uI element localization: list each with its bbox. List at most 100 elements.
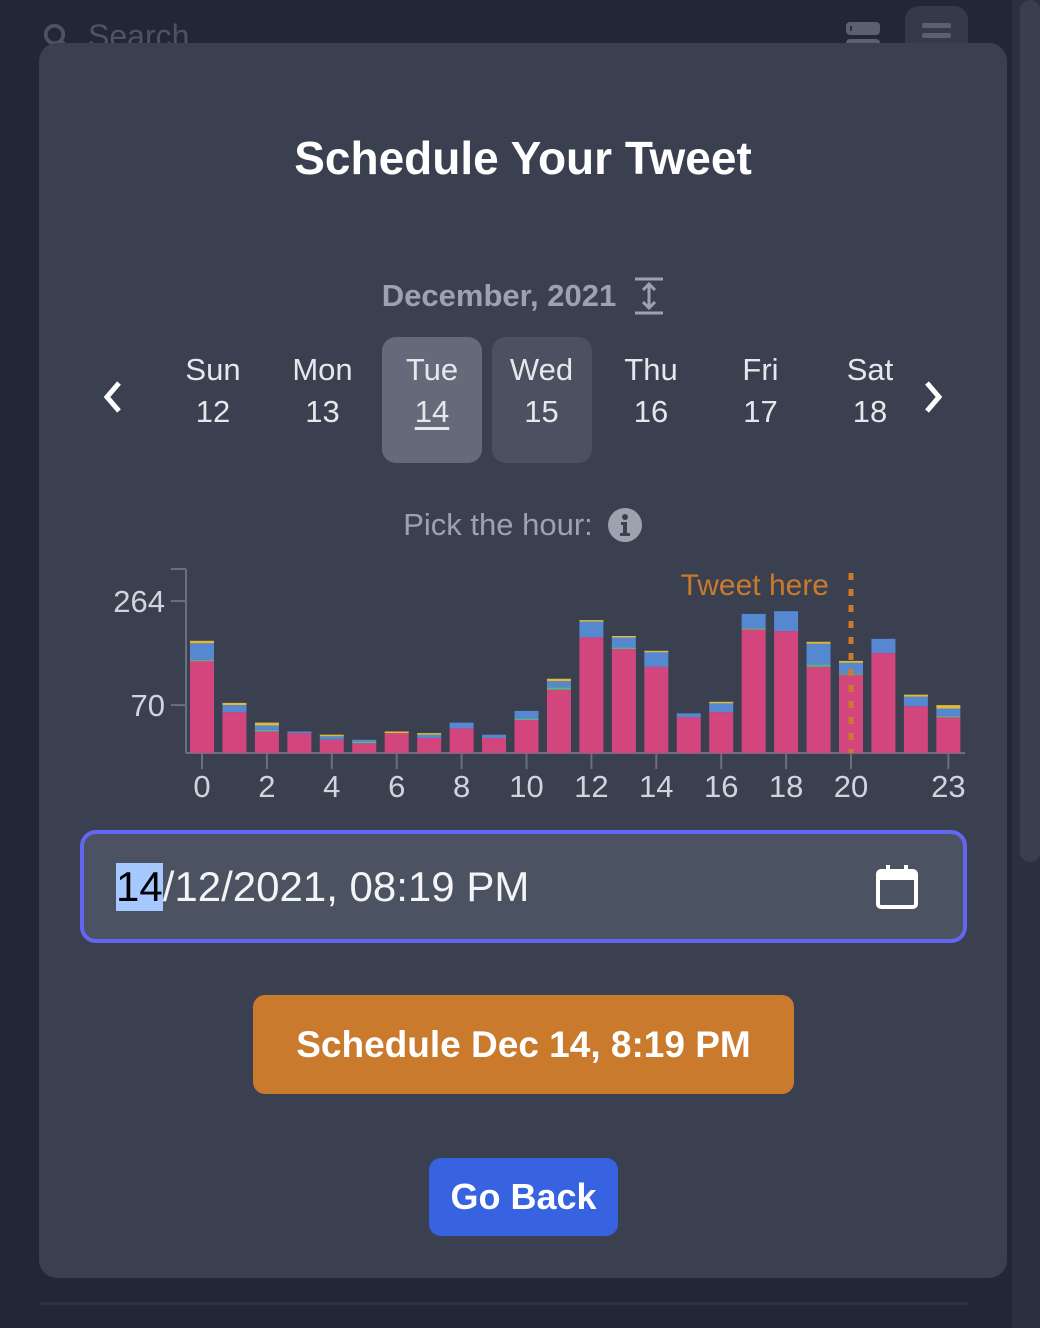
bar-segment-0[interactable] — [579, 637, 604, 753]
bar-segment-2[interactable] — [254, 725, 279, 730]
bar-hour-10[interactable] — [514, 710, 539, 753]
bar-segment-1[interactable] — [936, 715, 961, 718]
page-scrollbar[interactable] — [1012, 0, 1040, 1328]
datetime-rest[interactable]: /12/2021, 08:19 PM — [162, 862, 530, 910]
bar-segment-2[interactable] — [514, 710, 539, 719]
bar-segment-2[interactable] — [482, 734, 507, 739]
bar-segment-0[interactable] — [449, 728, 474, 753]
datetime-input[interactable]: 14/12/2021, 08:19 PM — [80, 830, 967, 943]
datetime-day-segment[interactable]: 14 — [116, 862, 163, 911]
bar-segment-2[interactable] — [644, 651, 669, 667]
bar-segment-3[interactable] — [319, 734, 344, 737]
bar-segment-0[interactable] — [546, 689, 571, 753]
bar-hour-18[interactable] — [774, 611, 799, 753]
bar-segment-1[interactable] — [741, 628, 766, 630]
bar-segment-3[interactable] — [417, 733, 442, 735]
bar-segment-2[interactable] — [871, 638, 896, 654]
bar-segment-1[interactable] — [190, 659, 214, 662]
bar-segment-1[interactable] — [514, 718, 539, 721]
day-sun[interactable]: Sun 12 — [163, 337, 263, 463]
bar-segment-3[interactable] — [806, 641, 831, 644]
next-week-button[interactable] — [913, 367, 953, 427]
bar-segment-3[interactable] — [190, 640, 214, 644]
bar-segment-3[interactable] — [384, 731, 409, 734]
day-fri[interactable]: Fri 17 — [711, 337, 811, 463]
expand-vertical-icon[interactable] — [634, 277, 664, 315]
bar-hour-13[interactable] — [611, 636, 636, 753]
schedule-button[interactable]: Schedule Dec 14, 8:19 PM — [253, 995, 794, 1094]
bar-segment-2[interactable] — [774, 611, 799, 632]
bar-hour-23[interactable] — [936, 705, 961, 753]
bar-segment-0[interactable] — [871, 653, 896, 753]
bar-segment-3[interactable] — [222, 702, 247, 706]
bar-segment-3[interactable] — [546, 678, 571, 682]
bar-segment-0[interactable] — [709, 712, 734, 753]
bar-segment-0[interactable] — [741, 628, 766, 753]
bar-segment-1[interactable] — [611, 647, 636, 649]
bar-segment-3[interactable] — [839, 660, 863, 663]
bar-segment-0[interactable] — [676, 717, 701, 753]
bar-hour-11[interactable] — [546, 678, 571, 753]
bar-hour-16[interactable] — [709, 701, 734, 753]
bar-segment-2[interactable] — [676, 713, 701, 718]
bar-hour-5[interactable] — [352, 739, 377, 753]
bar-hour-17[interactable] — [741, 613, 766, 753]
bar-hour-0[interactable] — [190, 640, 214, 753]
day-tue[interactable]: Tue 14 — [382, 337, 482, 463]
bar-segment-0[interactable] — [352, 743, 377, 753]
bar-segment-1[interactable] — [546, 687, 571, 690]
bar-hour-3[interactable] — [287, 731, 312, 753]
bar-segment-0[interactable] — [611, 648, 636, 753]
bar-segment-0[interactable] — [903, 706, 928, 753]
bar-hour-1[interactable] — [222, 702, 247, 753]
bar-segment-2[interactable] — [579, 620, 604, 638]
bar-segment-2[interactable] — [546, 681, 571, 688]
bar-segment-3[interactable] — [709, 701, 734, 704]
bar-segment-0[interactable] — [644, 666, 669, 753]
bar-hour-4[interactable] — [319, 734, 344, 753]
bar-segment-3[interactable] — [644, 650, 669, 653]
bar-segment-0[interactable] — [417, 738, 442, 753]
bar-segment-3[interactable] — [579, 620, 604, 622]
bar-segment-2[interactable] — [709, 702, 734, 713]
bar-hour-6[interactable] — [384, 731, 409, 753]
bar-segment-2[interactable] — [806, 643, 831, 665]
bar-segment-2[interactable] — [936, 708, 961, 716]
bar-hour-7[interactable] — [417, 733, 442, 753]
bar-hour-15[interactable] — [676, 713, 701, 753]
bar-segment-2[interactable] — [611, 636, 636, 648]
day-mon[interactable]: Mon 13 — [273, 337, 373, 463]
bar-segment-2[interactable] — [352, 739, 377, 742]
day-wed[interactable]: Wed 15 — [491, 337, 592, 463]
bar-hour-2[interactable] — [254, 722, 279, 753]
bar-hour-14[interactable] — [644, 650, 669, 753]
bar-hour-12[interactable] — [579, 620, 604, 753]
go-back-button[interactable]: Go Back — [429, 1158, 618, 1236]
bar-segment-0[interactable] — [936, 717, 961, 753]
bar-segment-3[interactable] — [936, 705, 961, 709]
bar-segment-1[interactable] — [352, 741, 377, 744]
prev-week-button[interactable] — [93, 367, 133, 427]
bar-segment-2[interactable] — [741, 613, 766, 629]
day-sat[interactable]: Sat 18 — [820, 337, 920, 463]
bar-segment-0[interactable] — [482, 738, 507, 753]
bar-segment-1[interactable] — [806, 664, 831, 667]
bar-hour-9[interactable] — [482, 734, 507, 753]
bar-hour-21[interactable] — [871, 638, 896, 753]
bar-segment-0[interactable] — [319, 739, 344, 753]
bar-segment-2[interactable] — [287, 731, 312, 734]
bar-hour-19[interactable] — [806, 641, 831, 753]
bar-segment-1[interactable] — [254, 729, 279, 732]
bar-segment-2[interactable] — [417, 734, 442, 739]
bar-segment-3[interactable] — [611, 636, 636, 638]
bar-segment-0[interactable] — [774, 631, 799, 753]
day-thu[interactable]: Thu 16 — [601, 337, 701, 463]
bar-segment-2[interactable] — [449, 722, 474, 729]
info-icon[interactable] — [607, 507, 643, 543]
bar-segment-0[interactable] — [384, 733, 409, 753]
bar-segment-2[interactable] — [319, 736, 344, 740]
bar-segment-0[interactable] — [514, 719, 539, 753]
bar-segment-2[interactable] — [190, 643, 214, 660]
scrollbar-thumb[interactable] — [1020, 0, 1040, 862]
bar-segment-3[interactable] — [903, 694, 928, 697]
